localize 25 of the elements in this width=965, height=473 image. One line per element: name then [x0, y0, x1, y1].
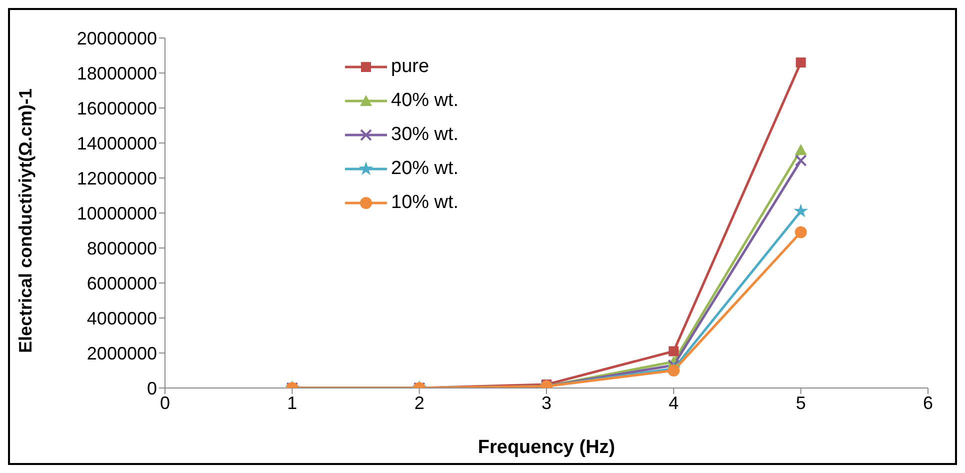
y-tick-label: 2000000 — [86, 343, 157, 364]
y-tick-label: 18000000 — [76, 63, 157, 84]
y-tick-label: 8000000 — [86, 238, 157, 258]
y-tick-label: 0 — [146, 378, 157, 398]
x-axis-title: Frequency (Hz) — [478, 437, 616, 458]
legend-label: 40% wt. — [391, 90, 459, 112]
x-tick-label: 3 — [541, 392, 552, 413]
legend-label: 20% wt. — [391, 158, 459, 180]
legend-label: pure — [391, 56, 430, 78]
y-axis-title: Electrical conductiviyt(Ω.cm)-1 — [15, 88, 36, 353]
x-tick-label: 0 — [160, 392, 170, 413]
x-tick-label: 5 — [796, 392, 806, 413]
y-tick-label: 16000000 — [76, 98, 157, 118]
y-tick-label: 10000000 — [76, 203, 157, 224]
y-tick-label: 12000000 — [76, 168, 157, 188]
y-tick-label: 4000000 — [86, 308, 157, 328]
x-tick-label: 4 — [668, 392, 679, 413]
legend-label: 10% wt. — [391, 192, 459, 214]
x-tick-label: 6 — [922, 392, 934, 413]
x-tick-label: 1 — [287, 392, 298, 413]
x-tick-label: 2 — [414, 392, 424, 413]
y-tick-label: 20000000 — [76, 28, 157, 48]
y-tick-label: 14000000 — [76, 133, 157, 154]
y-tick-label: 6000000 — [86, 273, 157, 294]
legend-label: 30% wt. — [391, 124, 459, 146]
